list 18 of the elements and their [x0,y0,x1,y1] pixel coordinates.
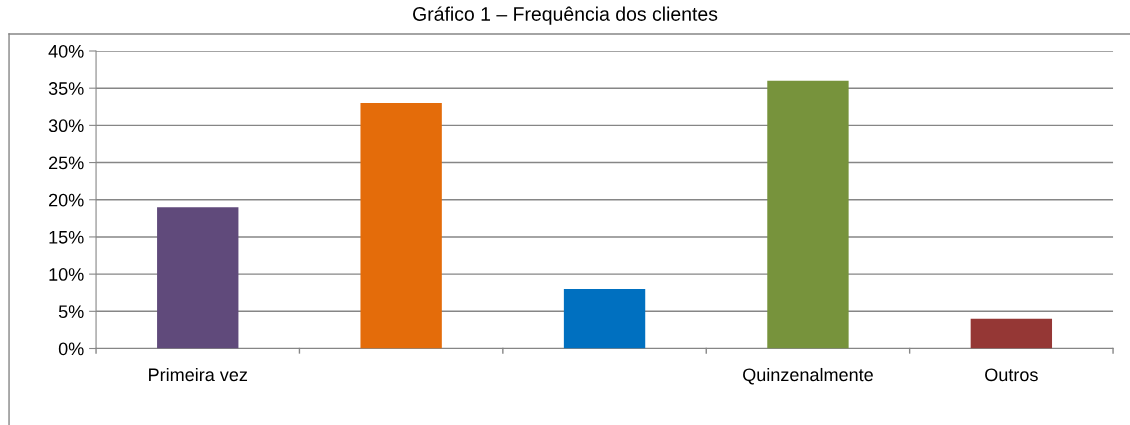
y-tick-label: 25% [49,156,84,170]
bar [157,207,239,349]
y-tick-label: 20% [49,193,84,207]
bar [360,103,442,349]
y-tick-label: 35% [48,82,84,95]
chart-title: Gráfico 1 – Frequência dos clientes [413,6,718,25]
y-tick-label: 40% [48,44,84,58]
bar [767,80,849,349]
y-tick-label: 5% [58,305,84,319]
y-tick-label: 10% [49,268,84,281]
x-tick-label: Outros [985,368,1038,382]
y-tick-label: 30% [48,119,84,133]
y-tick-label: 0% [58,342,84,356]
x-tick-label: Primeira vez [149,367,248,382]
y-tick-label: 15% [49,230,84,244]
bar [970,318,1053,349]
bar [563,289,646,349]
x-tick-label: Quinzenalmente [743,367,873,385]
